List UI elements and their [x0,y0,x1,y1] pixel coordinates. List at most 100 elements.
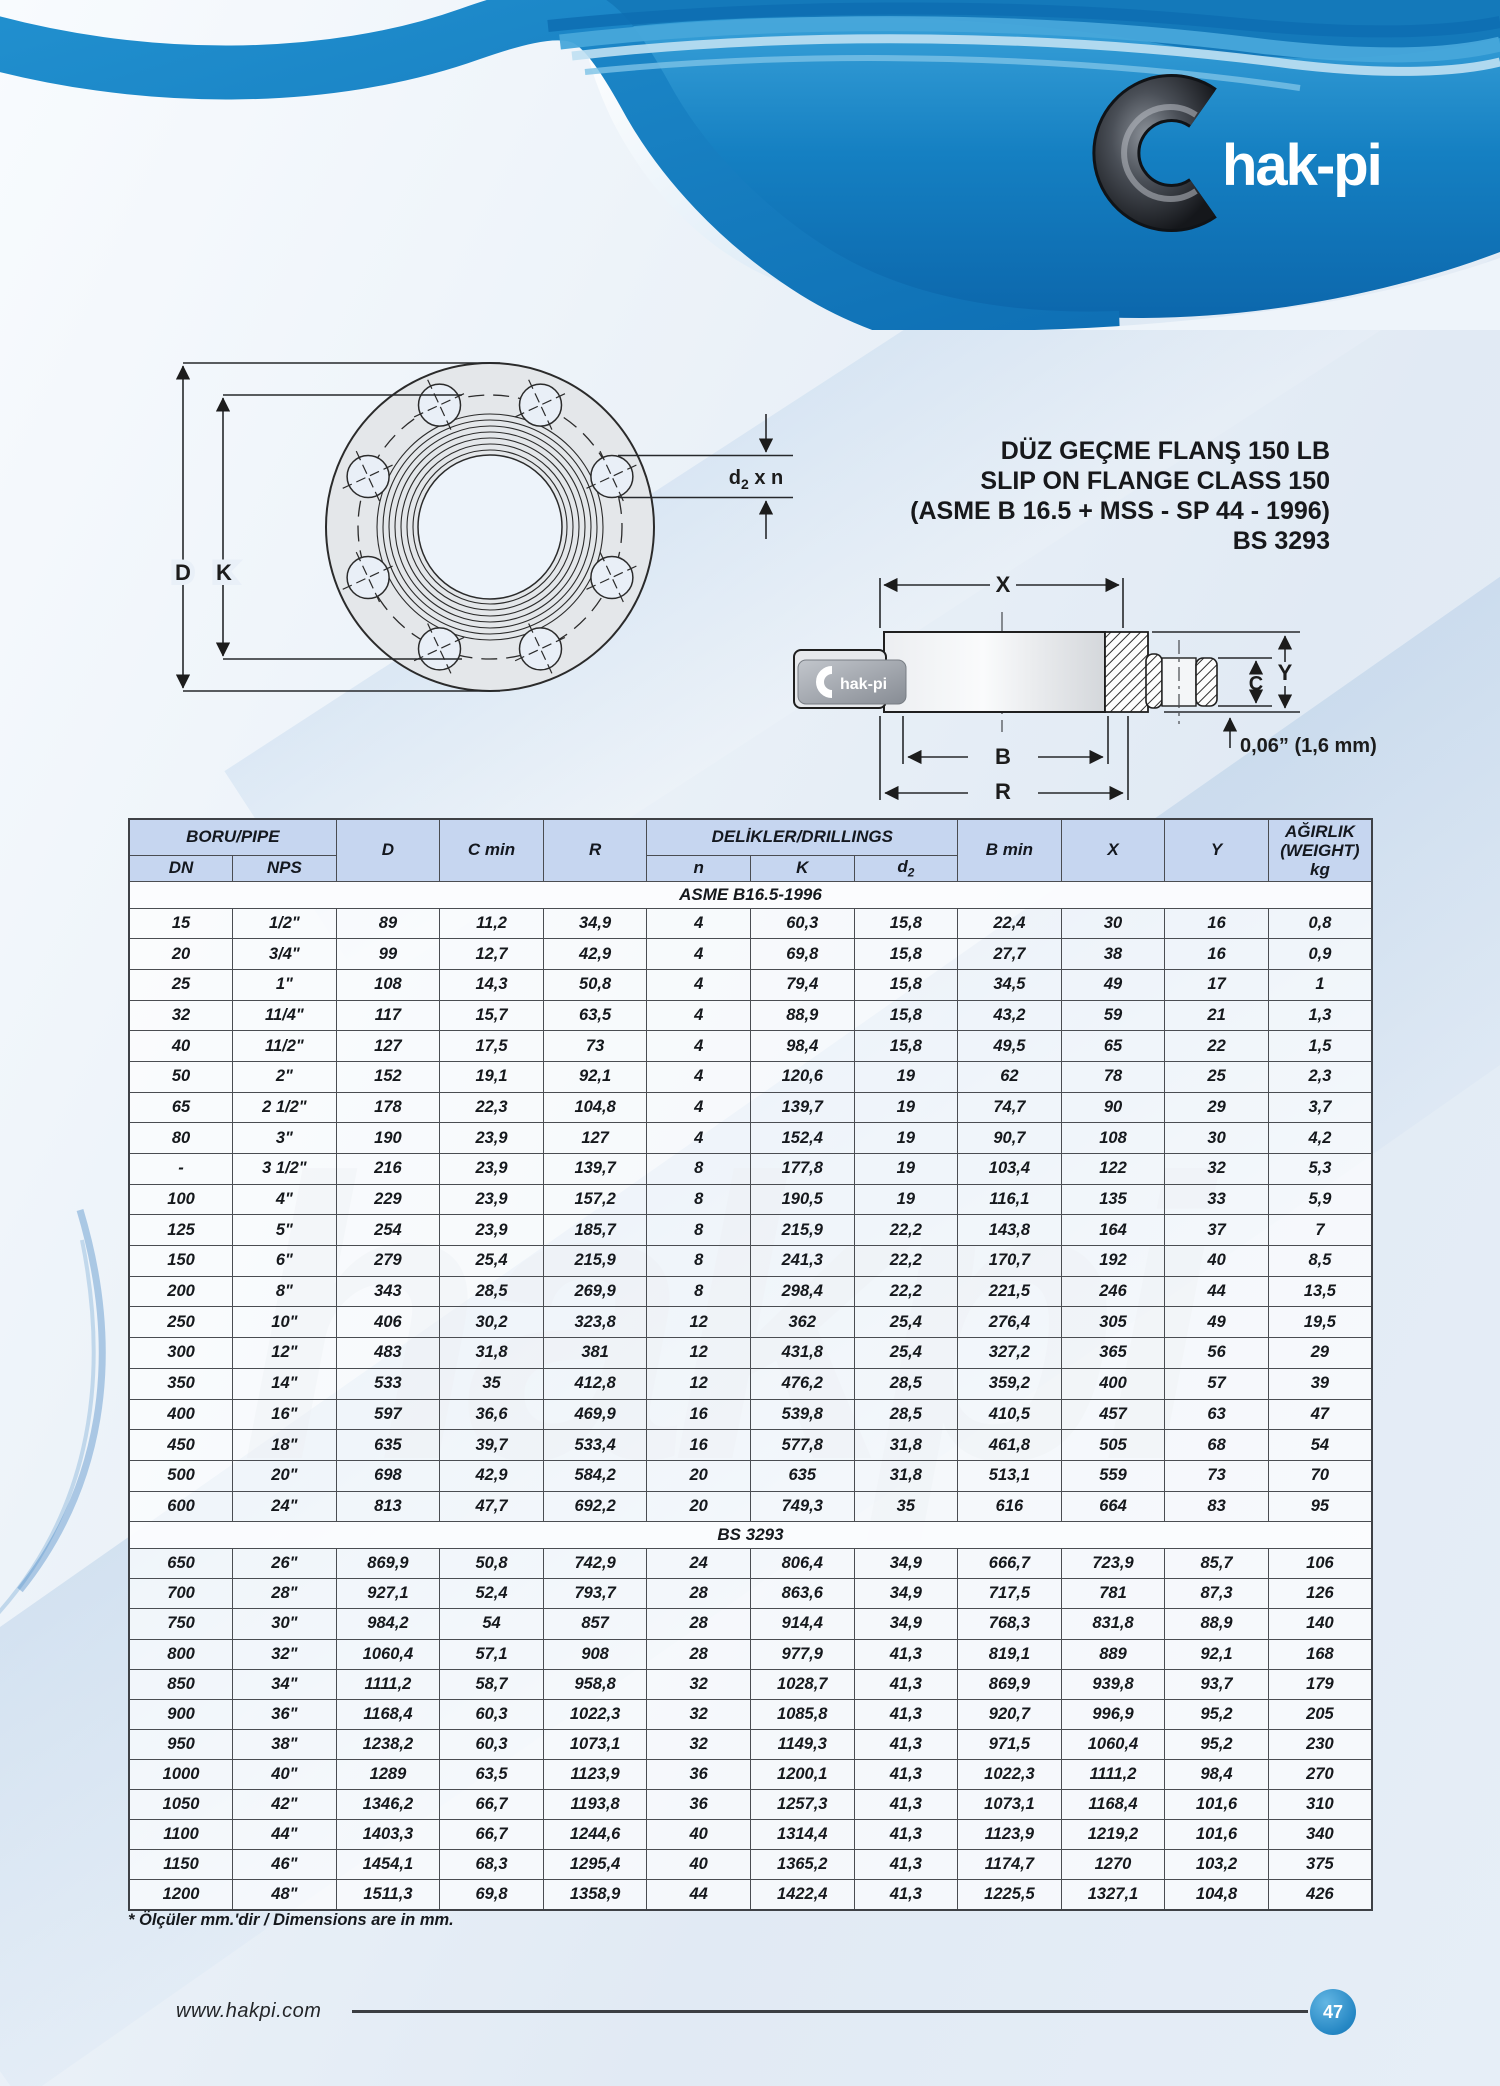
table-cell: 505 [1060,1429,1166,1461]
title-line: BS 3293 [1232,527,1330,555]
table-cell: 28 [646,1638,751,1670]
table-cell: 32 [128,999,234,1032]
table-row: 300 12" 483 31,8 381 12 431,8 25,4 327,2 365 56 29 [128,1337,1373,1369]
table-cell: 47 [1267,1398,1373,1431]
table-cell: 16 [1164,938,1269,970]
table-cell: 749,3 [749,1490,855,1523]
table-cell: 88,9 [1164,1608,1269,1640]
table-cell: 95,2 [1164,1698,1269,1730]
table-row: 350 14" 533 35 412,8 12 476,2 28,5 359,2 400 57 39 [128,1367,1373,1400]
table-cell: 410,5 [957,1398,1062,1431]
table-cell: 20 [646,1490,751,1523]
table-cell: 78 [1060,1060,1166,1093]
table-cell: 908 [542,1638,648,1670]
table-cell: 36,6 [439,1398,544,1431]
svg-text:Y: Y [1278,660,1293,685]
table-row: 450 18" 635 39,7 533,4 16 577,8 31,8 461,8 505 68 5… [128,1429,1373,1461]
table-cell: 927,1 [335,1578,441,1610]
table-cell: 32 [1164,1153,1269,1185]
table-cell: 41,3 [853,1788,959,1821]
table-cell: 60,3 [439,1728,544,1760]
table-cell: 533,4 [542,1429,648,1461]
table-cell: 1219,2 [1060,1819,1166,1851]
table-cell: 12 [646,1306,751,1339]
table-cell: 30" [232,1608,337,1640]
table-row: 600 24" 813 47,7 692,2 20 749,3 35 616 664 83 95 [128,1490,1373,1523]
table-cell: 1073,1 [542,1728,648,1760]
table-cell: 1" [232,968,337,1001]
table-cell: 577,8 [749,1429,855,1461]
table-row: 800 32" 1060,4 57,1 908 28 977,9 41,3 819,1 889 92… [128,1638,1373,1670]
table-cell: 38 [1060,938,1166,970]
table-cell: 150 [128,1245,234,1277]
table-cell: 157,2 [542,1183,648,1216]
table-cell: 889 [1060,1638,1166,1670]
table-cell: 24 [646,1548,751,1580]
table-cell: 69,8 [749,938,855,970]
table-cell: 16 [646,1429,751,1461]
table-cell: 1085,8 [749,1698,855,1730]
background-arc-decoration [0,1208,106,1614]
table-cell: 1244,6 [542,1819,648,1851]
section-header-row: ASME B16.5-1996 [128,880,1373,909]
table-cell: 49 [1060,968,1166,1001]
table-cell: 1028,7 [749,1668,855,1700]
title-line: DÜZ GEÇME FLANŞ 150 LB [1000,437,1330,465]
table-cell: 177,8 [749,1153,855,1185]
table-cell: 95 [1267,1490,1373,1523]
table-cell: 40 [1164,1245,1269,1277]
table-cell: 50,8 [439,1548,544,1580]
table-cell: 139,7 [542,1153,648,1185]
table-cell: 1314,4 [749,1819,855,1851]
table-cell: 4 [646,1122,751,1154]
table-cell: 15 [128,907,234,940]
table-cell: 13,5 [1267,1275,1373,1308]
table-cell: 190 [335,1122,441,1154]
bolt-holes [342,379,638,675]
table-row: 25 1" 108 14,3 50,8 4 79,4 15,8 34,5 49 17 1 [128,968,1373,1001]
table-cell: 104,8 [1164,1879,1269,1911]
table-cell: 831,8 [1060,1608,1166,1640]
table-cell: 15,8 [853,968,959,1001]
dimension-C: C [1218,657,1272,707]
table-cell: 269,9 [542,1275,648,1308]
table-cell: 14,3 [439,968,544,1001]
footer-divider [352,2010,1308,2013]
table-cell: 8 [646,1183,751,1216]
section-header-row: BS 3293 [128,1521,1373,1550]
table-cell: 117 [335,999,441,1032]
table-row: 750 30" 984,2 54 857 28 914,4 34,9 768,3 831,8 88,… [128,1608,1373,1640]
table-cell: 63,5 [542,999,648,1032]
table-cell: 28,5 [853,1367,959,1400]
table-cell: 23,9 [439,1183,544,1216]
table-cell: 3" [232,1122,337,1154]
table-cell: 20" [232,1459,337,1492]
table-cell: 35 [853,1490,959,1523]
flange-hub-section [883,631,1106,713]
col-header-DN: DN [128,854,234,882]
col-group-drillings: DELİKLER/DRILLINGS [646,818,959,856]
table-cell: 106 [1267,1548,1373,1580]
table-cell: 3,7 [1267,1091,1373,1124]
table-cell: 19 [853,1153,959,1185]
table-cell: 200 [128,1275,234,1308]
table-cell: 375 [1267,1849,1373,1881]
table-cell: 92,1 [1164,1638,1269,1670]
table-cell: 1,5 [1267,1030,1373,1062]
svg-text:B: B [995,744,1011,769]
col-header-n: n [646,854,751,882]
table-row: 1100 44" 1403,3 66,7 1244,6 40 1314,4 41,3 1123,… [128,1819,1373,1851]
dimension-R: R [879,716,1129,804]
table-cell: 101,6 [1164,1819,1269,1851]
table-cell: 305 [1060,1306,1166,1339]
svg-text:0,06” (1,6 mm): 0,06” (1,6 mm) [1240,735,1377,757]
table-cell: 41,3 [853,1728,959,1760]
table-cell: 30 [1164,1122,1269,1154]
table-cell: 29 [1267,1337,1373,1369]
table-cell: 11/4" [232,999,337,1032]
table-cell: 68 [1164,1429,1269,1461]
table-cell: 89 [335,907,441,940]
table-cell: 3 1/2" [232,1153,337,1185]
units-note: * Ölçüler mm.'dir / Dimensions are in mm… [128,1911,454,1929]
table-cell: 103,4 [957,1153,1062,1185]
